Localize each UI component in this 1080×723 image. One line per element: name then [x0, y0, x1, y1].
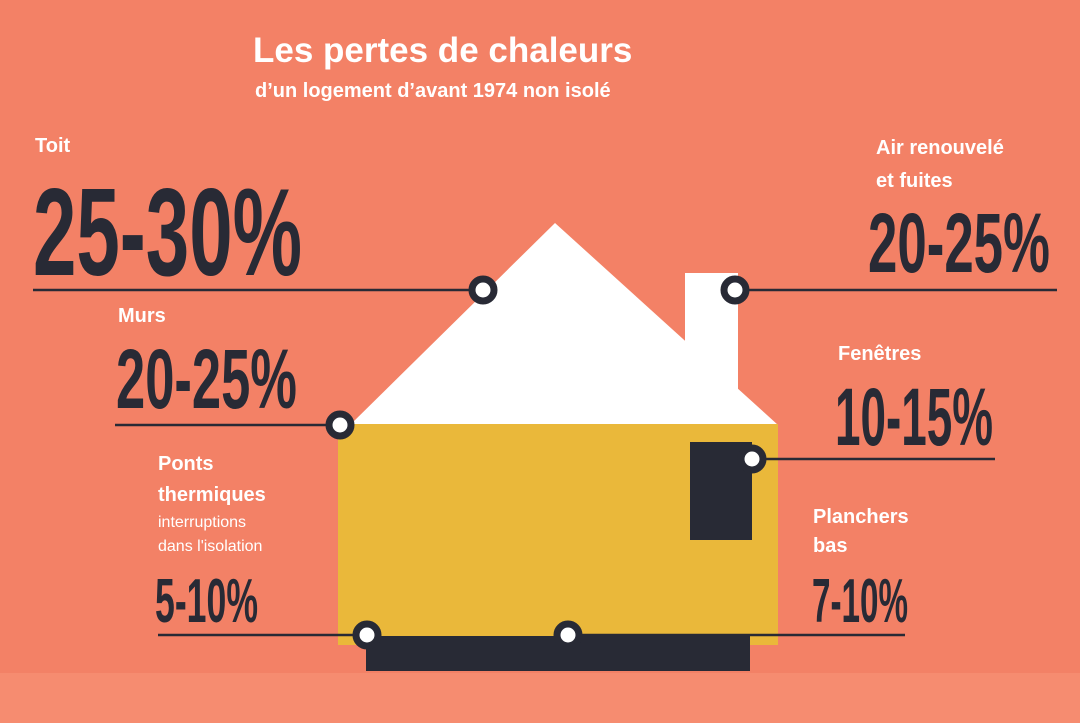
- ponts-note-2: dans l'isolation: [158, 538, 262, 555]
- title: Les pertes de chaleurs: [253, 31, 632, 70]
- leader-lines: [33, 288, 1057, 637]
- ponts-label-2: thermiques: [158, 484, 266, 506]
- roof: [350, 223, 778, 425]
- ponts-note-1: interruptions: [158, 514, 246, 531]
- toit-marker: [468, 275, 498, 305]
- air-marker: [720, 275, 750, 305]
- fenetres-label: Fenêtres: [838, 343, 921, 365]
- planchers-marker: [553, 620, 583, 650]
- fenetres-value: 10-15%: [835, 372, 993, 463]
- planchers-label-1: Planchers: [813, 506, 909, 528]
- murs-value: 20-25%: [116, 332, 297, 426]
- murs-label: Murs: [118, 305, 166, 327]
- air-label-1: Air renouvelé: [876, 137, 1004, 159]
- planchers-value: 7-10%: [812, 567, 908, 636]
- air-label-2: et fuites: [876, 170, 953, 192]
- ponts-value: 5-10%: [155, 567, 258, 636]
- bottom-band: [0, 673, 1080, 723]
- murs-marker: [325, 410, 355, 440]
- subtitle: d’un logement d’avant 1974 non isolé: [255, 80, 611, 102]
- planchers-label-2: bas: [813, 535, 847, 557]
- ponts-label-1: Ponts: [158, 453, 214, 475]
- markers: [325, 275, 767, 650]
- toit-label: Toit: [35, 135, 71, 157]
- fenetres-marker: [737, 444, 767, 474]
- ponts-marker: [352, 620, 382, 650]
- air-value: 20-25%: [868, 196, 1050, 290]
- toit-value: 25-30%: [33, 164, 302, 302]
